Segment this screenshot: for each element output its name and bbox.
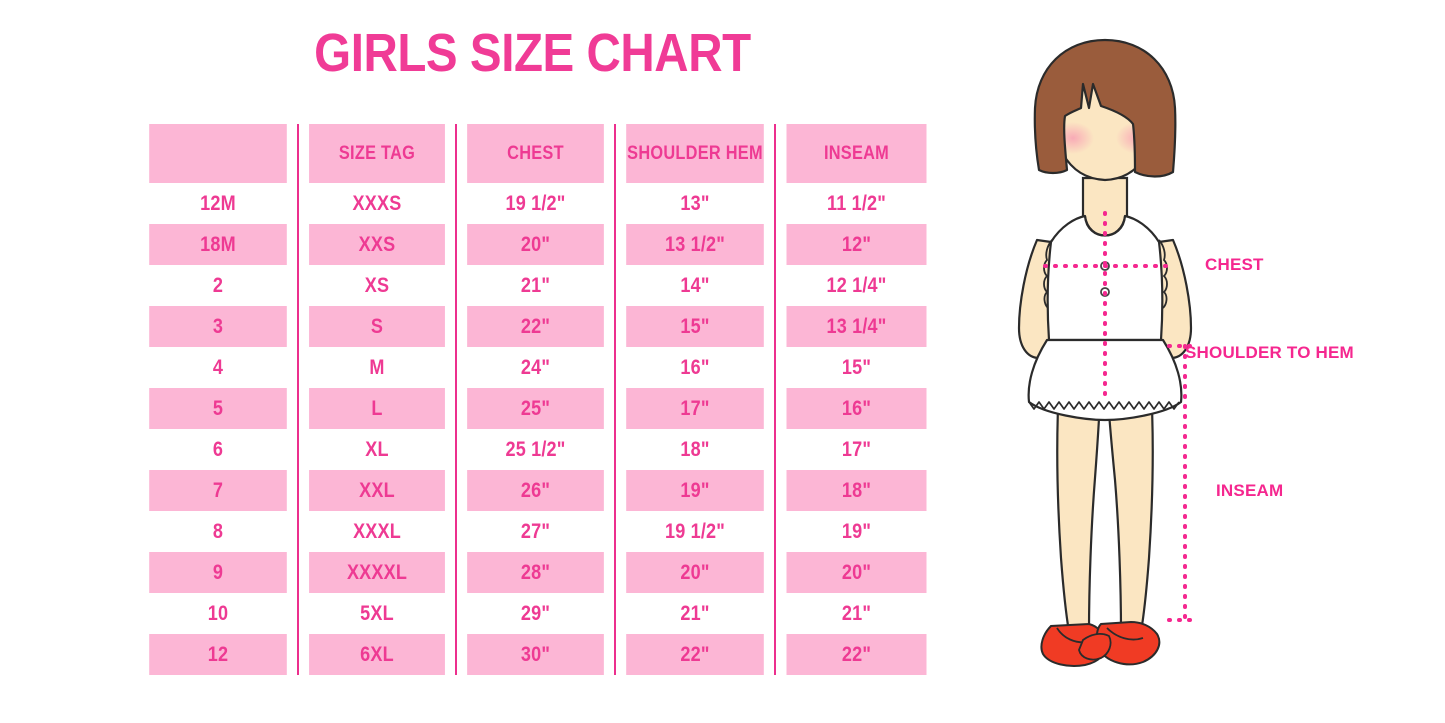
- cell-chest: 20": [467, 224, 604, 265]
- hair: [1033, 38, 1177, 178]
- cell-inseam: 19": [786, 511, 927, 552]
- column-divider-4: [774, 124, 776, 675]
- callout-label-shoulder-to-hem: SHOULDER TO HEM: [1185, 343, 1354, 362]
- table-row: 9 XXXXL 28" 20" 20": [138, 552, 938, 593]
- cell-inseam: 17": [786, 429, 927, 470]
- column-divider-2: [455, 124, 457, 675]
- cell-inseam: 21": [786, 593, 927, 634]
- cell-inseam: 13 1/4": [786, 306, 927, 347]
- size-chart-table: SIZE TAG CHEST SHOULDER HEM INSEAM 12M XX…: [138, 124, 938, 675]
- cell-inseam: 20": [786, 552, 927, 593]
- cell-size: 5: [149, 388, 287, 429]
- cell-inseam: 18": [786, 470, 927, 511]
- cell-shoulder-hem: 21": [626, 593, 764, 634]
- column-divider-1: [297, 124, 299, 675]
- column-header-shoulder-hem: SHOULDER HEM: [626, 124, 764, 183]
- cell-size-tag: XXXXL: [309, 552, 445, 593]
- table-row: 2 XS 21" 14" 12 1/4": [138, 265, 938, 306]
- cell-inseam: 15": [786, 347, 927, 388]
- cell-chest: 25 1/2": [467, 429, 604, 470]
- table-row: 4 M 24" 16" 15": [138, 347, 938, 388]
- cell-chest: 19 1/2": [467, 183, 604, 224]
- cell-size: 12: [149, 634, 287, 675]
- cell-shoulder-hem: 18": [626, 429, 764, 470]
- column-header-size-tag: SIZE TAG: [309, 124, 445, 183]
- cell-size-tag: M: [309, 347, 445, 388]
- column-header-chest: CHEST: [467, 124, 604, 183]
- table-row: 10 5XL 29" 21" 21": [138, 593, 938, 634]
- shoes-group: [1040, 620, 1161, 667]
- callout-label-chest: CHEST: [1205, 255, 1264, 274]
- table-row: 5 L 25" 17" 16": [138, 388, 938, 429]
- cell-chest: 26": [467, 470, 604, 511]
- cell-shoulder-hem: 19": [626, 470, 764, 511]
- cell-size: 3: [149, 306, 287, 347]
- cell-size: 9: [149, 552, 287, 593]
- cell-inseam: 16": [786, 388, 927, 429]
- page-title: GIRLS SIZE CHART: [314, 23, 751, 83]
- cell-size: 10: [149, 593, 287, 634]
- cell-size-tag: XL: [309, 429, 445, 470]
- table-row: 7 XXL 26" 19" 18": [138, 470, 938, 511]
- cell-shoulder-hem: 17": [626, 388, 764, 429]
- table-row: 3 S 22" 15" 13 1/4": [138, 306, 938, 347]
- cell-shoulder-hem: 20": [626, 552, 764, 593]
- cell-chest: 24": [467, 347, 604, 388]
- cell-size-tag: XXXL: [309, 511, 445, 552]
- cell-size-tag: 5XL: [309, 593, 445, 634]
- cell-inseam: 12 1/4": [786, 265, 927, 306]
- cell-size-tag: XXXS: [309, 183, 445, 224]
- cell-chest: 22": [467, 306, 604, 347]
- table-row: 6 XL 25 1/2" 18" 17": [138, 429, 938, 470]
- cell-size-tag: L: [309, 388, 445, 429]
- cell-shoulder-hem: 22": [626, 634, 764, 675]
- cell-shoulder-hem: 13 1/2": [626, 224, 764, 265]
- cell-shoulder-hem: 19 1/2": [626, 511, 764, 552]
- table-row: 8 XXXL 27" 19 1/2" 19": [138, 511, 938, 552]
- cell-size-tag: XXL: [309, 470, 445, 511]
- cell-size-tag: 6XL: [309, 634, 445, 675]
- cell-chest: 30": [467, 634, 604, 675]
- column-header-size: [149, 124, 287, 183]
- cell-chest: 27": [467, 511, 604, 552]
- column-header-inseam: INSEAM: [786, 124, 927, 183]
- callout-label-inseam: INSEAM: [1216, 481, 1284, 500]
- cell-size: 8: [149, 511, 287, 552]
- cell-size-tag: S: [309, 306, 445, 347]
- cell-size: 4: [149, 347, 287, 388]
- cell-size: 2: [149, 265, 287, 306]
- cell-size-tag: XXS: [309, 224, 445, 265]
- cell-shoulder-hem: 15": [626, 306, 764, 347]
- cell-inseam: 22": [786, 634, 927, 675]
- cell-size: 18M: [149, 224, 287, 265]
- table-row: 18M XXS 20" 13 1/2" 12": [138, 224, 938, 265]
- cell-inseam: 12": [786, 224, 927, 265]
- cell-shoulder-hem: 13": [626, 183, 764, 224]
- cell-chest: 28": [467, 552, 604, 593]
- top-garment: [1043, 214, 1168, 342]
- girl-figure-illustration: [985, 28, 1255, 688]
- table-row: 12M XXXS 19 1/2" 13" 11 1/2": [138, 183, 938, 224]
- cell-inseam: 11 1/2": [786, 183, 927, 224]
- cell-chest: 25": [467, 388, 604, 429]
- cell-chest: 21": [467, 265, 604, 306]
- measurement-guides: [1043, 211, 1193, 622]
- cell-size: 7: [149, 470, 287, 511]
- cell-chest: 29": [467, 593, 604, 634]
- cell-shoulder-hem: 16": [626, 347, 764, 388]
- table-header-row: SIZE TAG CHEST SHOULDER HEM INSEAM: [138, 124, 938, 183]
- column-divider-3: [614, 124, 616, 675]
- cell-size-tag: XS: [309, 265, 445, 306]
- cell-size: 12M: [149, 183, 287, 224]
- table-row: 12 6XL 30" 22" 22": [138, 634, 938, 675]
- cell-shoulder-hem: 14": [626, 265, 764, 306]
- skirt-garment: [1027, 338, 1183, 422]
- cell-size: 6: [149, 429, 287, 470]
